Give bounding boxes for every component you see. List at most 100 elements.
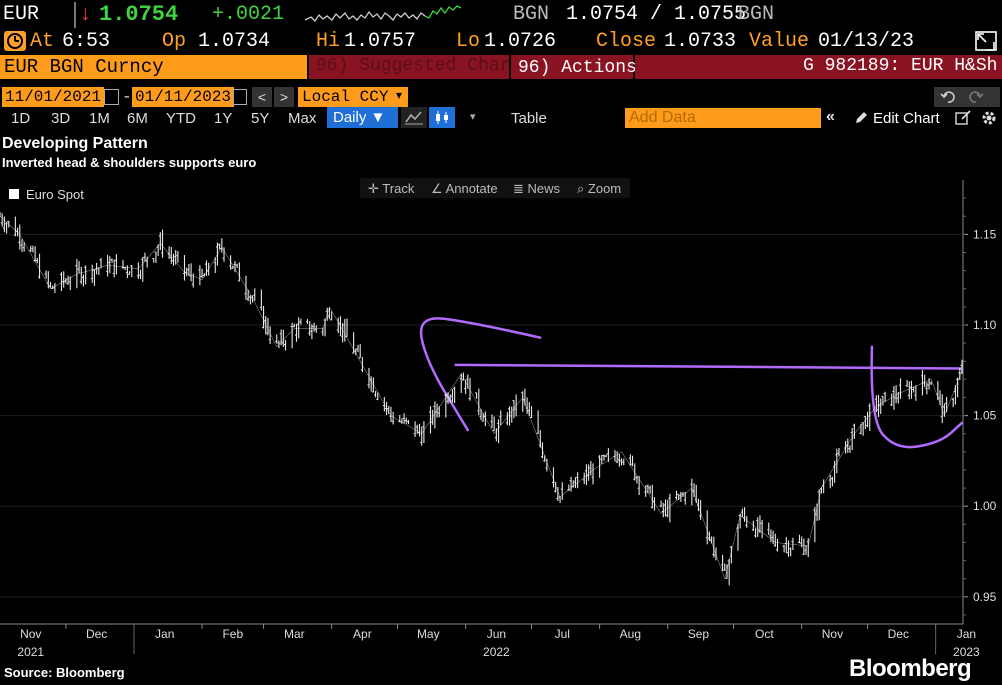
high-label: Hi <box>316 30 341 53</box>
x-tick-label: Feb <box>222 627 243 641</box>
x-tick-label: Nov <box>822 627 843 641</box>
redo-icon[interactable] <box>969 91 984 103</box>
undo-icon[interactable] <box>940 91 955 103</box>
legend-euro-spot: Euro Spot <box>26 187 84 202</box>
chevron-down-icon: ▾ <box>396 88 403 102</box>
period-ytd[interactable]: YTD <box>166 110 196 127</box>
bid-source-label: BGN <box>513 3 550 26</box>
crosshair-icon: ✛ <box>368 181 379 196</box>
edit-chart-button[interactable]: Edit Chart <box>873 110 940 127</box>
x-tick-label: Dec <box>888 627 909 641</box>
period-1d[interactable]: 1D <box>11 110 31 127</box>
bid-ask: 1.0754 / 1.0755 <box>566 3 747 26</box>
left-shoulder-annotation <box>419 317 542 432</box>
euro-spot-line <box>0 215 963 580</box>
x-tick-label: Jan <box>155 627 174 641</box>
time-label: At <box>30 30 55 53</box>
x-tick-label: Jul <box>555 627 570 641</box>
candlestick-icon[interactable] <box>429 107 455 128</box>
neckline-annotation <box>454 363 963 370</box>
date-separator: - <box>122 88 132 106</box>
y-tick-label: 1.15 <box>973 227 997 241</box>
intraday-sparkline <box>305 5 462 23</box>
ticker-bar <box>0 0 1002 28</box>
clock-icon[interactable] <box>4 31 26 51</box>
currency-select[interactable] <box>298 87 408 107</box>
price-chart[interactable]: 0.95 1.00 1.05 1.10 1.15 Nov Dec Jan Feb Mar Apr Ma… <box>0 176 1002 662</box>
add-data-input[interactable] <box>625 108 821 128</box>
period-max[interactable]: Max <box>288 110 317 127</box>
line-chart-icon[interactable] <box>401 107 427 128</box>
x-year-label: 2022 <box>483 645 510 659</box>
x-tick-label: Jun <box>487 627 506 641</box>
open-value: 1.0734 <box>198 30 271 53</box>
start-date-input[interactable]: 11/01/2021 <box>2 87 105 107</box>
y-tick-label: 0.95 <box>973 590 997 604</box>
close-value: 1.0733 <box>664 30 737 53</box>
news-icon: ≣ <box>513 181 524 196</box>
x-tick-label: May <box>417 627 440 641</box>
x-tick-label: Oct <box>755 627 774 641</box>
prev-period-button[interactable]: < <box>252 87 272 107</box>
time-value: 6:53 <box>62 30 111 53</box>
pencil-icon <box>856 112 867 123</box>
frequency-value: Daily ▼ <box>333 109 386 126</box>
x-tick-label: Aug <box>620 627 641 641</box>
chevron-down-icon[interactable]: ▾ <box>470 111 476 123</box>
low-label: Lo <box>456 30 481 53</box>
x-tick-label: Nov <box>20 627 41 641</box>
next-period-button[interactable]: > <box>274 87 294 107</box>
low-value: 1.0726 <box>484 30 557 53</box>
gear-icon[interactable] <box>980 109 998 127</box>
y-tick-label: 1.10 <box>973 318 997 332</box>
edit-layout-icon[interactable] <box>954 110 972 126</box>
chart-code: G 982189: EUR H&Sh <box>803 56 998 76</box>
bloomberg-logo: Bloomberg <box>849 655 972 682</box>
ticker-box[interactable] <box>0 2 76 28</box>
news-tool[interactable]: ≣ News <box>513 181 561 196</box>
calendar-icon[interactable] <box>232 89 247 105</box>
track-tool[interactable]: ✛ Track <box>368 181 415 196</box>
x-tick-label: Jan <box>957 627 976 641</box>
add-data-placeholder: Add Data <box>629 109 696 126</box>
y-tick-label: 1.00 <box>973 499 997 513</box>
pencil-icon: ∠ <box>431 181 443 196</box>
annotate-tool[interactable]: ∠ Annotate <box>431 181 498 196</box>
end-date-input[interactable]: 01/11/2023 <box>132 87 235 107</box>
expand-icon[interactable] <box>974 30 998 52</box>
suggested-charts-button[interactable] <box>309 55 509 79</box>
chart-subtitle: Inverted head & shoulders supports euro <box>2 155 257 170</box>
period-5y[interactable]: 5Y <box>251 110 270 127</box>
x-year-label: 2023 <box>953 645 980 659</box>
value-date-label: Value <box>749 30 810 53</box>
double-chevron-left-icon[interactable]: « <box>826 108 835 125</box>
open-label: Op <box>162 30 187 53</box>
y-tick-label: 1.05 <box>973 409 997 423</box>
actions-menu[interactable] <box>511 55 633 79</box>
x-tick-label: Apr <box>353 627 372 641</box>
right-shoulder-annotation <box>870 345 964 449</box>
security-name: EUR BGN Curncy <box>4 56 164 78</box>
x-tick-label: Mar <box>284 627 305 641</box>
chart-tools-bar <box>360 178 630 198</box>
net-change: +.0021 <box>212 3 285 26</box>
close-label: Close <box>596 30 657 53</box>
value-date: 01/13/23 <box>818 30 915 53</box>
high-value: 1.0757 <box>344 30 417 53</box>
period-3d[interactable]: 3D <box>51 110 71 127</box>
period-6m[interactable]: 6M <box>127 110 148 127</box>
x-tick-label: Sep <box>688 627 710 641</box>
table-button[interactable]: Table <box>511 110 547 127</box>
frequency-select[interactable] <box>327 107 398 128</box>
zoom-tool[interactable]: ⌕ Zoom <box>577 181 622 196</box>
period-1m[interactable]: 1M <box>89 110 110 127</box>
ask-source-label: BGN <box>738 3 775 26</box>
chart-code-bar <box>635 55 1002 79</box>
chart-title: Developing Pattern <box>2 135 148 152</box>
last-price: 1.0754 <box>99 2 179 27</box>
security-field[interactable] <box>0 55 307 79</box>
period-1y[interactable]: 1Y <box>214 110 233 127</box>
calendar-icon[interactable] <box>104 89 119 105</box>
suggested-charts-label: 96) Suggested Charts <box>316 56 533 76</box>
source-note: Source: Bloomberg <box>4 665 125 680</box>
